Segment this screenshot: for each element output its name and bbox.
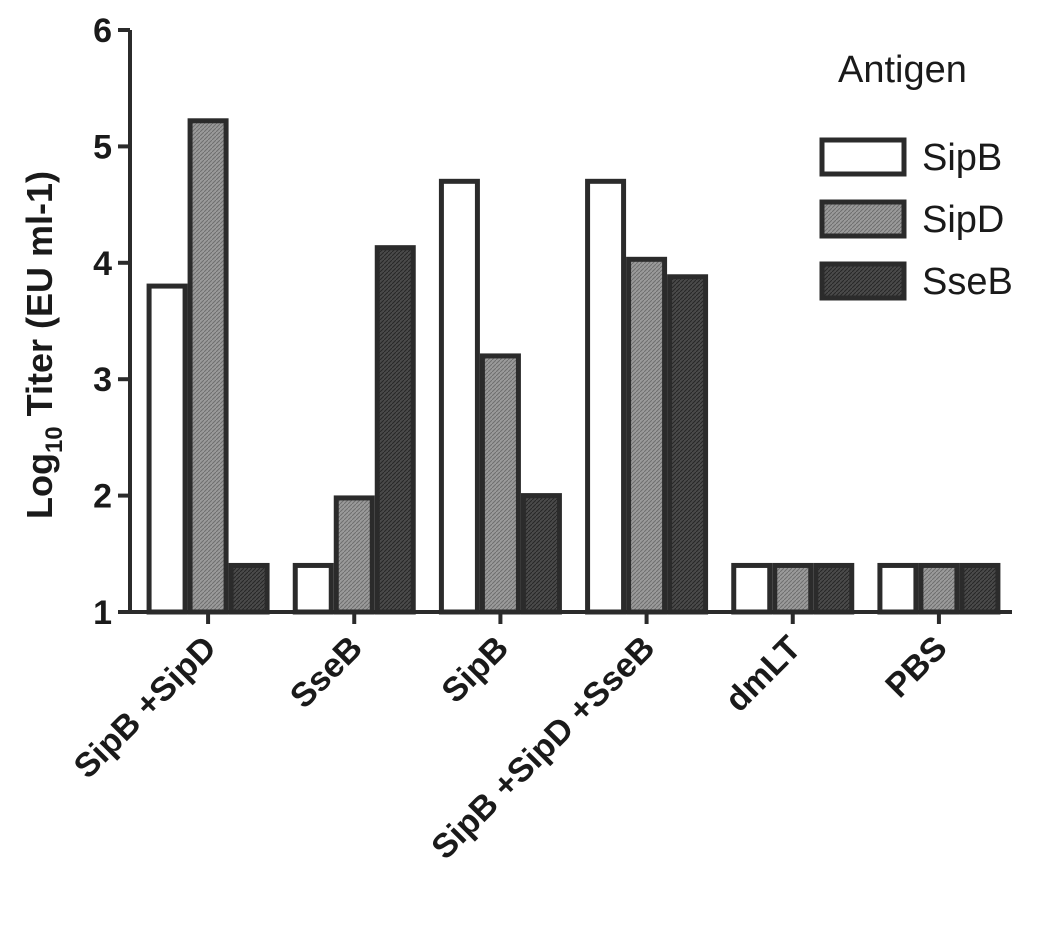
- y-tick-label: 5: [93, 128, 112, 166]
- bar-sseb: [374, 245, 416, 615]
- bars-group: [146, 118, 1001, 615]
- bar-sipb: [585, 178, 627, 615]
- bar-sipd: [918, 562, 960, 615]
- bar-sipb: [292, 562, 334, 615]
- bar-sseb: [813, 562, 855, 615]
- bar-sipb: [438, 178, 480, 615]
- bar-sseb: [667, 274, 709, 615]
- category-label: SipB +SipD: [67, 629, 224, 786]
- bar-sipb: [146, 283, 188, 615]
- y-axis-label: Log10 Titer (EU ml-1): [19, 171, 68, 519]
- bar-sipd: [626, 256, 668, 615]
- legend-title: Antigen: [838, 49, 967, 91]
- category-label: SipB: [434, 629, 516, 711]
- category-label: SseB: [283, 629, 370, 716]
- legend: Antigen SipB SipD SseB: [819, 49, 1013, 303]
- bar-sseb: [520, 493, 562, 615]
- legend-swatch-sseb: [819, 261, 907, 301]
- category-label: dmLT: [718, 629, 809, 720]
- bar-sipd: [479, 353, 521, 615]
- bar-sipd: [772, 562, 814, 615]
- bar-sseb: [228, 562, 270, 615]
- bar-sipd: [187, 118, 229, 615]
- category-label: PBS: [878, 629, 954, 705]
- bar-sipd: [333, 495, 375, 615]
- bar-sseb: [959, 562, 1001, 615]
- legend-swatch-sipb: [819, 137, 907, 177]
- y-tick-label: 6: [93, 12, 112, 50]
- legend-swatch-sipd: [819, 199, 907, 239]
- y-tick-label: 3: [93, 361, 112, 399]
- y-tick-label: 1: [93, 594, 112, 632]
- y-tick-label: 4: [93, 245, 112, 283]
- legend-label-sipb: SipB: [922, 137, 1002, 179]
- bar-sipb: [731, 562, 773, 615]
- y-axis: 1 2 3 4 5 6: [93, 12, 132, 632]
- legend-label-sseb: SseB: [922, 261, 1013, 303]
- legend-label-sipd: SipD: [922, 199, 1004, 241]
- bar-sipb: [877, 562, 919, 615]
- y-tick-label: 2: [93, 478, 112, 516]
